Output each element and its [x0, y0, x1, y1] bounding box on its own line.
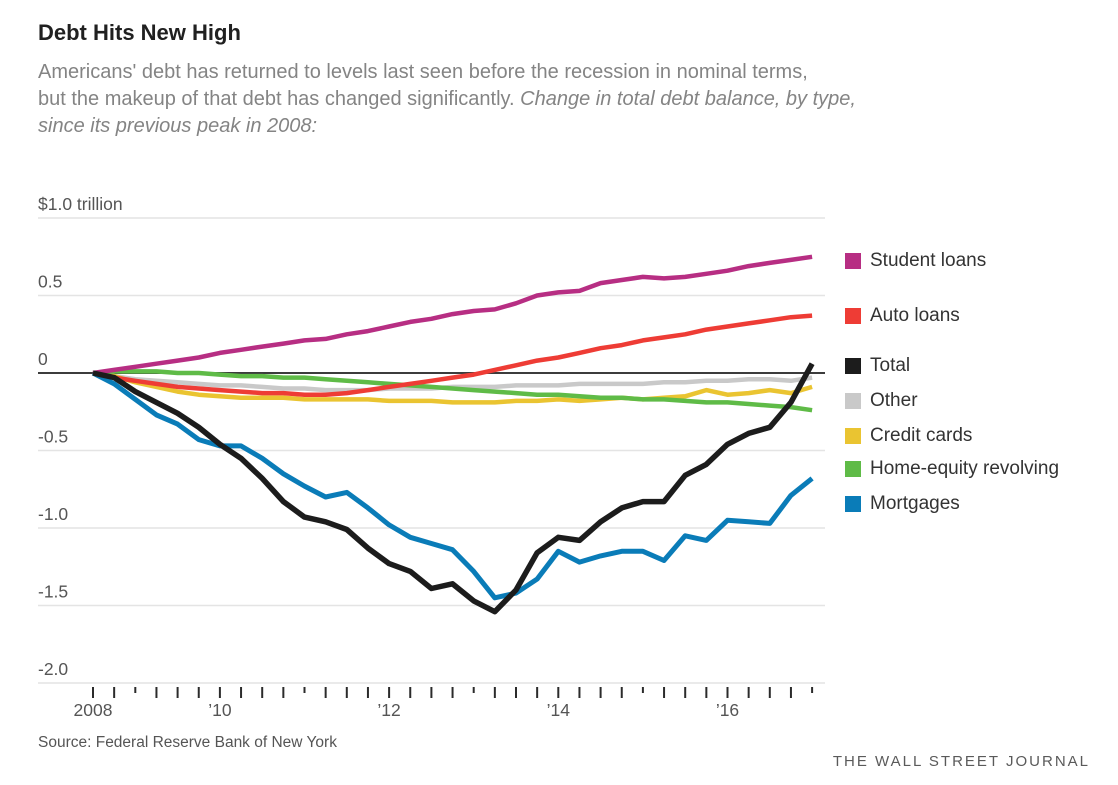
x-axis-label: ’12 [377, 700, 400, 720]
source-note: Source: Federal Reserve Bank of New York [38, 734, 337, 751]
x-axis-label: ’10 [208, 700, 232, 720]
chart-subtitle-line: but the makeup of that debt has changed … [38, 86, 856, 113]
subtitle-italic-text: since its previous peak in 2008: [38, 115, 318, 137]
x-axis-label: ’14 [547, 700, 571, 720]
x-axis-label: 2008 [74, 700, 113, 720]
y-axis-label: 0 [38, 349, 48, 369]
subtitle-text: Americans' debt has returned to levels l… [38, 61, 808, 83]
series-line-credit-cards [92, 370, 813, 405]
subtitle-italic-text: Change in total debt balance, by type, [520, 88, 856, 110]
chart-subtitle-line: Americans' debt has returned to levels l… [38, 59, 856, 86]
publisher-credit: THE WALL STREET JOURNAL [832, 753, 1090, 770]
y-axis-label: 0.5 [38, 272, 62, 292]
chart-title: Debt Hits New High [38, 20, 241, 45]
chart-subtitle: Americans' debt has returned to levels l… [38, 59, 856, 140]
series-line-mortgages [91, 370, 814, 601]
series-line-auto-loans [92, 313, 813, 397]
chart-subtitle-line: since its previous peak in 2008: [38, 113, 856, 140]
y-axis-label: -2.0 [38, 659, 68, 679]
series-line-total [92, 362, 815, 615]
series-line-student-loans [92, 254, 813, 376]
series-line-home-equity-revolving [92, 369, 813, 413]
y-axis-label: -0.5 [38, 427, 68, 447]
y-axis-label: -1.5 [38, 582, 68, 602]
x-axis-label: ’16 [716, 700, 739, 720]
y-axis-label: $1.0 trillion [38, 194, 123, 214]
y-axis-label: -1.0 [38, 504, 68, 524]
subtitle-text: but the makeup of that debt has changed … [38, 88, 521, 110]
